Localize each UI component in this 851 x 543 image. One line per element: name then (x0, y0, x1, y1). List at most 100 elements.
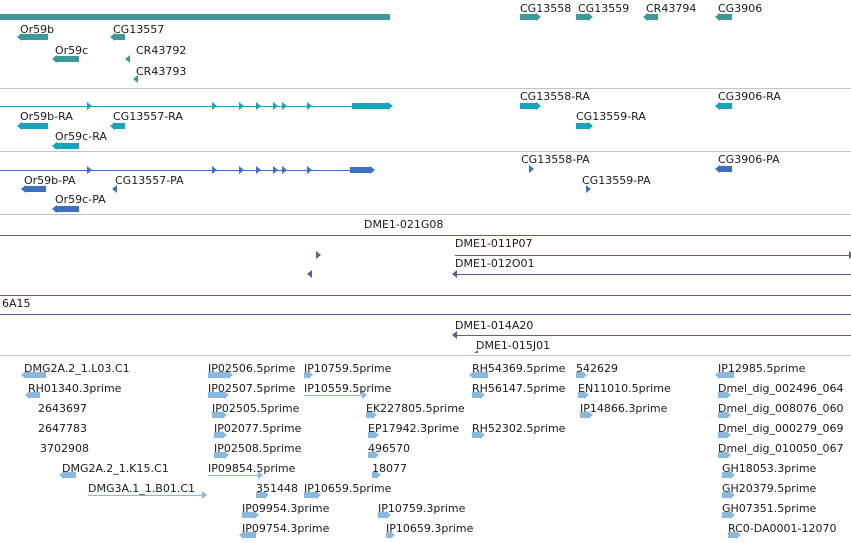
strand-forward-icon (370, 166, 375, 174)
exon-icon (273, 102, 278, 110)
track-genes: Or59b CG13557 Or59c CR43792 CR43793 CG13558 CG… (0, 0, 851, 88)
feature-glyph (52, 205, 79, 213)
feature-label: IP10659.3prime (386, 522, 474, 535)
feature-label: CG3906 (718, 2, 763, 15)
feature-glyph (715, 13, 732, 21)
feature-label: EK227805.5prime (366, 402, 465, 415)
exon-icon (239, 102, 244, 110)
feature-label: IP10759.3prime (378, 502, 466, 515)
strand-forward-icon (374, 431, 379, 439)
feature-label: GH07351.5prime (722, 502, 817, 515)
feature-glyph (368, 451, 379, 459)
feature-glyph (469, 371, 488, 379)
feature-label: Or59b-PA (24, 174, 76, 187)
strand-reverse-icon (715, 371, 720, 379)
feature-glyph (520, 102, 541, 110)
strand-forward-icon (202, 491, 207, 499)
strand-forward-icon (390, 531, 395, 539)
feature-glyph (520, 13, 541, 21)
feature-glyph (722, 471, 735, 479)
feature-glyph (718, 431, 731, 439)
feature-label: CR43794 (646, 2, 697, 15)
feature-label: IP09954.3prime (242, 502, 330, 515)
feature-label: DME1-014A20 (455, 319, 534, 332)
strand-forward-icon (308, 371, 313, 379)
feature-glyph (133, 75, 144, 83)
strand-forward-icon (224, 391, 229, 399)
feature-glyph (576, 13, 593, 21)
feature-glyph (715, 371, 734, 379)
strand-forward-icon (588, 13, 593, 21)
exon-icon (87, 166, 92, 174)
feature-label: GH18053.3prime (722, 462, 817, 475)
feature-label: DME1-015J01 (476, 339, 551, 352)
strand-forward-icon (736, 531, 741, 539)
feature-label: Dmel_dig_002496_064 (718, 382, 844, 395)
feature-glyph (378, 511, 391, 519)
feature-label: CG3906-PA (718, 153, 780, 166)
strand-forward-icon (362, 391, 367, 399)
feature-label: 3702908 (40, 442, 89, 455)
feature-label: 2643697 (38, 402, 87, 415)
feature-glyph (472, 431, 485, 439)
feature-label: CR43793 (136, 65, 187, 78)
feature-glyph (304, 491, 321, 499)
feature-label: IP14866.3prime (580, 402, 668, 415)
exon-icon (307, 102, 312, 110)
feature-glyph (521, 165, 534, 173)
strand-forward-icon (258, 471, 263, 479)
feature-glyph (580, 411, 593, 419)
strand-reverse-icon (715, 165, 720, 173)
feature-label: 542629 (576, 362, 618, 375)
feature-glyph (578, 391, 589, 399)
track-ests: DMG2A.2_1.L03.C1 RH01340.3prime 2643697 264… (0, 355, 851, 543)
feature-label: CG13559 (578, 2, 630, 15)
feature-label: RH54369.5prime (472, 362, 566, 375)
feature-label: Dmel_dig_010050_067 (718, 442, 844, 455)
strand-forward-icon (536, 13, 541, 21)
feature-glyph (52, 142, 79, 150)
strand-reverse-icon (52, 55, 57, 63)
feature-label: IP10759.5prime (304, 362, 392, 375)
feature-glyph (576, 371, 587, 379)
strand-reverse-icon (112, 185, 117, 193)
strand-forward-icon (254, 511, 259, 519)
strand-reverse-icon (21, 371, 26, 379)
feature-label: CG13557-PA (115, 174, 184, 187)
feature-glyph (21, 371, 46, 379)
strand-forward-icon (372, 411, 377, 419)
feature-glyph (368, 431, 379, 439)
feature-label: IP02505.5prime (212, 402, 300, 415)
feature-label: CG13558 (520, 2, 572, 15)
strand-forward-icon (376, 471, 381, 479)
strand-reverse-icon (133, 75, 138, 83)
strand-forward-icon (588, 122, 593, 130)
feature-glyph (212, 411, 227, 419)
feature-glyph (214, 451, 229, 459)
strand-forward-icon (730, 491, 735, 499)
feature-label: Dmel_dig_008076_060 (718, 402, 844, 415)
feature-glyph (366, 411, 377, 419)
feature-glyph (372, 471, 381, 479)
strand-reverse-icon (715, 102, 720, 110)
feature-glyph (307, 270, 320, 278)
feature-glyph (722, 511, 735, 519)
feature-label: IP02507.5prime (208, 382, 296, 395)
strand-forward-icon (222, 431, 227, 439)
feature-label: IP10559.5prime (304, 382, 392, 395)
exon-icon (256, 166, 261, 174)
feature-glyph (239, 531, 256, 539)
feature-label: DME1-012O01 (455, 257, 535, 270)
strand-reverse-icon (17, 33, 22, 41)
feature-label: IP12985.5prime (718, 362, 806, 375)
strand-forward-icon (726, 391, 731, 399)
feature-glyph (0, 295, 851, 296)
exon-icon (307, 166, 312, 174)
feature-label: IP09854.5prime (208, 462, 296, 475)
feature-glyph (718, 391, 731, 399)
feature-glyph (125, 55, 136, 63)
feature-label: Or59b-RA (20, 110, 73, 123)
feature-label: RH52302.5prime (472, 422, 566, 435)
feature-label: 351448 (256, 482, 298, 495)
